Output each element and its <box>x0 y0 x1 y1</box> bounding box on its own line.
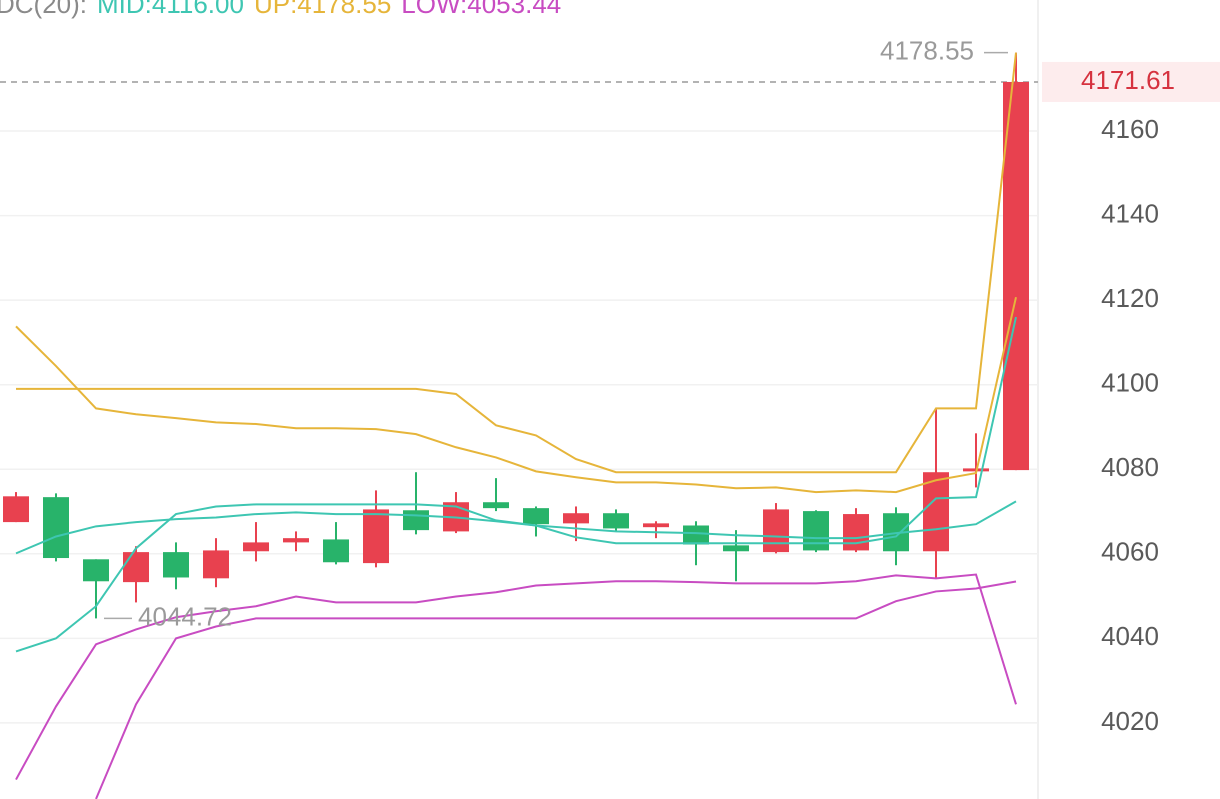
candle-body <box>123 552 149 583</box>
high-label: 4178.55 <box>880 36 974 66</box>
legend-entry: UP:4178.55 <box>254 0 391 19</box>
candle-body <box>803 511 829 551</box>
legend-title: DC(20): <box>0 0 87 19</box>
candle-body <box>523 508 549 525</box>
y-tick-label: 4020 <box>1101 706 1159 736</box>
candle-body <box>403 510 429 531</box>
indicator-line <box>95 580 1017 799</box>
last-price-label: 4171.61 <box>1081 65 1175 95</box>
indicator-line <box>15 500 1017 555</box>
candle-body <box>843 514 869 551</box>
candle-body <box>323 539 349 563</box>
legend-entry: MID:4116.00 <box>97 0 244 19</box>
indicator-line <box>15 573 1017 781</box>
y-tick-label: 4140 <box>1101 198 1159 228</box>
candle-body <box>763 509 789 553</box>
candle-body <box>723 545 749 552</box>
y-tick-label: 4060 <box>1101 537 1159 567</box>
candle-body <box>243 542 269 552</box>
candle-body <box>683 525 709 545</box>
candle-body <box>483 502 509 509</box>
legend: DC(20): MID:4116.00 UP:4178.55 LOW:4053.44 <box>0 0 561 19</box>
candle-body <box>923 472 949 552</box>
low-label: 4044.72 <box>138 601 232 631</box>
candle-body <box>283 538 309 543</box>
y-tick-label: 4080 <box>1101 452 1159 482</box>
candle-body <box>1003 81 1029 471</box>
y-tick-label: 4040 <box>1101 621 1159 651</box>
legend-entry: LOW:4053.44 <box>401 0 561 19</box>
y-tick-label: 4120 <box>1101 283 1159 313</box>
candle-body <box>643 523 669 528</box>
candle-body <box>83 559 109 582</box>
y-tick-label: 4160 <box>1101 114 1159 144</box>
candle-body <box>363 509 389 564</box>
last-price-box <box>1042 61 1220 102</box>
indicator-line <box>16 52 1017 474</box>
candle-body <box>3 496 29 523</box>
indicator-line <box>15 296 1017 494</box>
candle-body <box>603 513 629 529</box>
candle-body <box>163 552 189 578</box>
candle-body <box>43 497 69 559</box>
candle-body <box>203 550 229 579</box>
candle-body <box>563 513 589 524</box>
y-tick-label: 4100 <box>1101 368 1159 398</box>
